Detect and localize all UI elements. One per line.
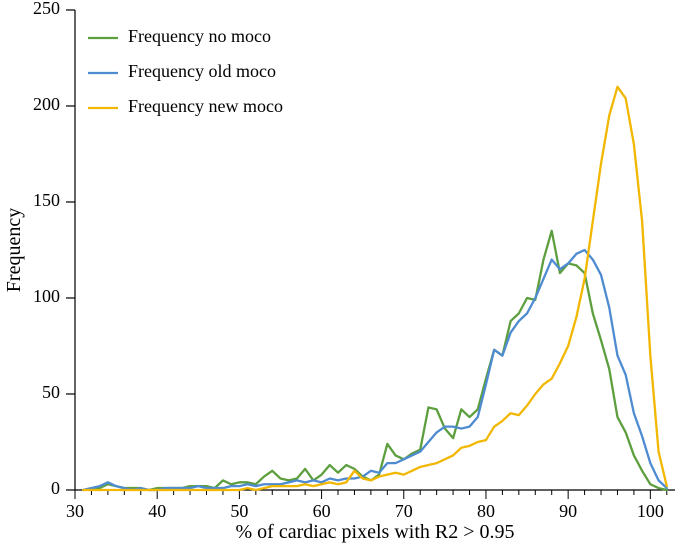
x-tick-label: 100 <box>637 501 664 521</box>
legend-label-no_moco: Frequency no moco <box>128 26 271 46</box>
chart-svg: 0 50 100 150 200 250 30 40 50 60 70 80 90 100 % of car… <box>0 0 685 548</box>
y-tick-label: 250 <box>33 0 60 18</box>
x-tick-label: 70 <box>395 501 413 521</box>
y-tick-label: 100 <box>33 286 60 306</box>
frequency-chart: 0 50 100 150 200 250 30 40 50 60 70 80 90 100 % of car… <box>0 0 685 548</box>
legend-label-new_moco: Frequency new moco <box>128 96 283 116</box>
legend-label-old_moco: Frequency old moco <box>128 61 276 81</box>
x-tick-label: 80 <box>477 501 495 521</box>
y-tick-label: 150 <box>33 190 60 210</box>
x-tick-label: 60 <box>313 501 331 521</box>
x-tick-label: 30 <box>66 501 84 521</box>
x-tick-label: 90 <box>559 501 577 521</box>
x-tick-label: 40 <box>148 501 166 521</box>
x-axis-title: % of cardiac pixels with R2 > 0.95 <box>236 521 515 543</box>
y-tick-label: 200 <box>33 94 60 114</box>
y-axis-title: Frequency <box>3 208 25 292</box>
x-tick-label: 50 <box>230 501 248 521</box>
y-tick-label: 0 <box>51 478 60 498</box>
y-tick-label: 50 <box>42 382 60 402</box>
